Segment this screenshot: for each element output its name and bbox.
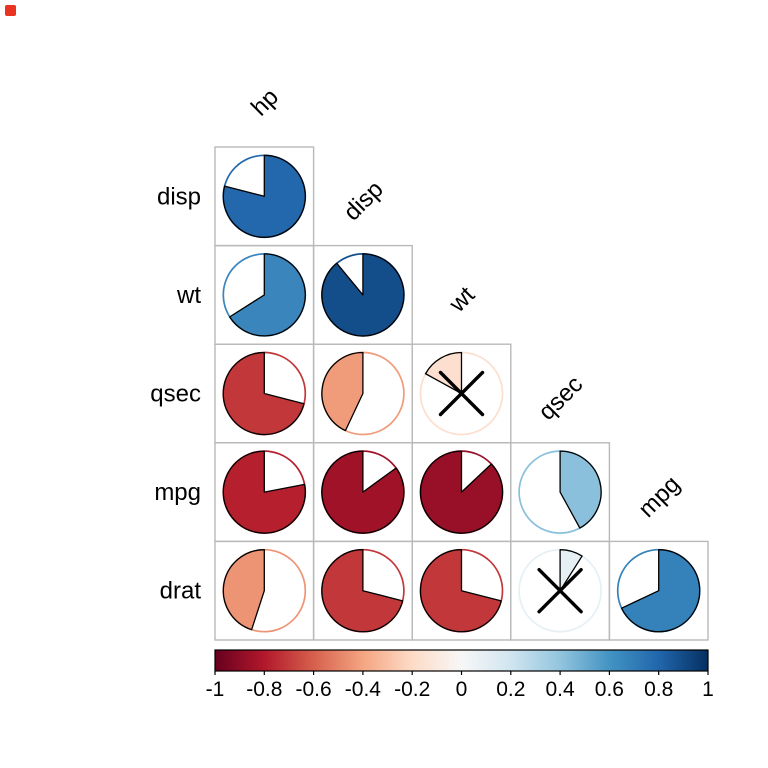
corr-pie-mpg-qsec	[518, 450, 602, 534]
pie-wedge	[321, 253, 405, 337]
row-label-drat: drat	[160, 578, 202, 605]
corr-pie-mpg-wt	[419, 450, 504, 534]
pie-wedge	[321, 450, 405, 534]
colorbar-tick-label: -1	[206, 678, 225, 701]
insignificance-x-mark	[537, 568, 583, 614]
colorbar-tick-label: 0.4	[545, 678, 575, 701]
colorbar-tick-label: 0.8	[644, 678, 673, 701]
corr-pie-drat-wt	[419, 548, 504, 633]
corr-pie-mpg-hp	[222, 450, 307, 534]
corr-pie-drat-disp	[321, 548, 405, 633]
corr-pie-wt-hp	[222, 253, 307, 337]
corr-pie-drat-qsec	[518, 548, 602, 633]
pie-wedge	[222, 351, 305, 436]
pie-wedge	[559, 549, 583, 592]
corr-pie-drat-hp	[222, 548, 307, 633]
insignificance-x-mark	[438, 370, 485, 417]
diag-label-mpg: mpg	[633, 471, 685, 523]
colorbar	[214, 649, 709, 672]
diag-label-qsec: qsec	[533, 371, 588, 426]
row-label-wt: wt	[176, 282, 201, 309]
corner-marker	[5, 5, 16, 16]
matrix-cell	[608, 540, 709, 641]
pie-wedge	[419, 450, 504, 534]
colorbar-tick-label: 0.2	[496, 678, 525, 701]
pie-wedge	[222, 549, 265, 631]
colorbar-tick-label: -0.2	[394, 678, 430, 701]
row-label-disp: disp	[157, 183, 201, 210]
corr-pie-qsec-disp	[321, 351, 405, 436]
diag-label-hp: hp	[246, 83, 284, 121]
pie-wedge	[419, 549, 502, 633]
row-label-mpg: mpg	[154, 479, 201, 506]
corr-pie-wt-disp	[321, 253, 405, 337]
corr-pie-qsec-wt	[419, 351, 504, 436]
pie-wedge	[321, 351, 364, 432]
pie-wedge	[559, 450, 602, 529]
corr-pie-qsec-hp	[222, 351, 307, 436]
colorbar-tick-label: 0	[456, 678, 468, 701]
corr-pie-disp-hp	[222, 154, 307, 239]
pie-wedge	[620, 549, 701, 633]
colorbar-tick-label: -0.8	[246, 678, 282, 701]
pie-wedge	[222, 450, 306, 534]
corr-pie-mpg-disp	[321, 450, 405, 534]
diag-label-wt: wt	[443, 281, 480, 318]
row-label-qsec: qsec	[150, 381, 201, 408]
corr-pie-drat-mpg	[616, 548, 701, 633]
colorbar-tick-label: -0.6	[296, 678, 332, 701]
diag-label-disp: disp	[338, 176, 388, 226]
pie-wedge	[229, 253, 306, 337]
colorbar-tick-label: 0.6	[595, 678, 624, 701]
colorbar-tick-label: -0.4	[345, 678, 382, 701]
pie-wedge	[222, 154, 306, 238]
colorbar-tick-label: 1	[702, 678, 714, 701]
matrix-grid	[214, 146, 709, 641]
pie-wedge	[321, 549, 404, 633]
